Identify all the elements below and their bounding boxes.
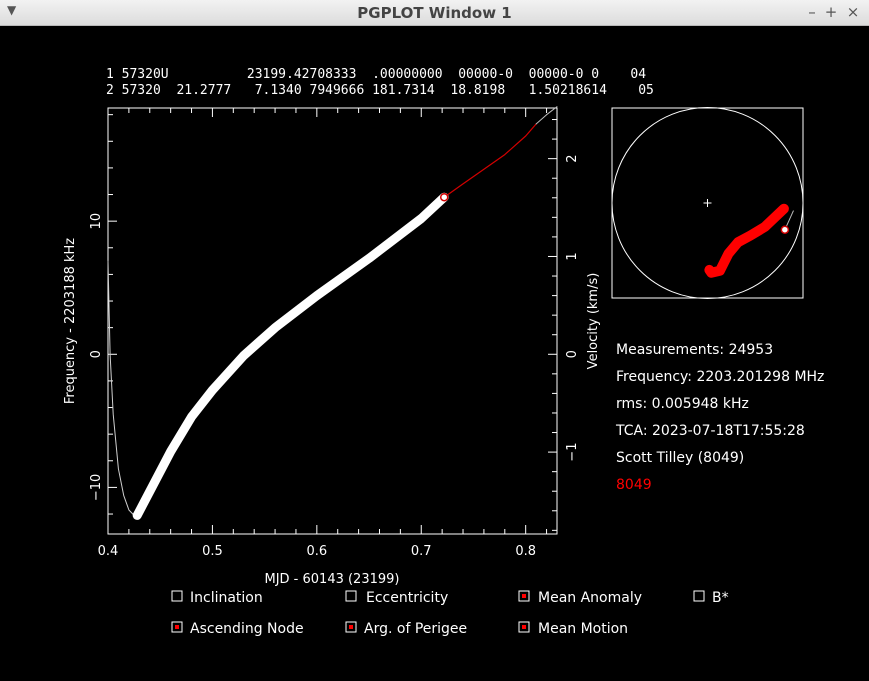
maximize-icon[interactable]: + [824,3,838,21]
y-axis-label: Frequency - 2203188 kHz [63,238,78,404]
checkbox-mean-motion[interactable]: Mean Motion [518,621,628,637]
checkbox-label: Mean Anomaly [538,590,642,606]
window-title: PGPLOT Window 1 [357,4,512,22]
x-tick-label: 0.4 [98,544,119,559]
checkbox-box[interactable] [171,621,183,633]
series-model-extension [443,123,537,198]
x-tick-label: 0.5 [202,544,223,559]
checkbox-mean-anomaly[interactable]: Mean Anomaly [518,590,642,606]
checkbox-label: Ascending Node [190,621,304,637]
checkbox-eccentricity[interactable]: Eccentricity [345,590,448,606]
series-measurements [132,192,449,520]
checkbox-ascending-node[interactable]: Ascending Node [171,621,304,637]
groundtrack-path [704,203,789,278]
series-model-curve [107,260,138,518]
y2-tick-label: −1 [565,443,580,462]
tle-line-2: 2 57320 21.2777 7.1340 7949666 181.7314 … [106,83,654,98]
plot-svg: 1 57320U 23199.42708333 .00000000 00000-… [63,67,824,637]
checkbox-label: Mean Motion [538,621,628,637]
y-tick-label: 0 [89,350,104,358]
checkbox-bstar[interactable]: B* [693,590,729,606]
y2-tick-label: 0 [565,350,580,358]
tle-line-1: 1 57320U 23199.42708333 .00000000 00000-… [106,67,646,82]
checkbox-mark [175,625,179,629]
current-point-marker [439,192,449,202]
info-frequency: Frequency: 2203.201298 MHz [616,369,824,385]
checkbox-box[interactable] [345,621,357,633]
checkbox-box[interactable] [693,590,705,602]
plot-canvas: 1 57320U 23199.42708333 .00000000 00000-… [0,26,869,681]
checkbox-box[interactable] [518,621,530,633]
y-tick-label: 10 [89,213,104,230]
groundtrack-panel [611,107,804,299]
info-measurements: Measurements: 24953 [616,342,773,358]
y-tick-label: −10 [89,474,104,501]
checkbox-mark [522,594,526,598]
minimize-icon[interactable]: – [808,3,816,21]
x-tick-label: 0.7 [411,544,432,559]
info-observer: Scott Tilley (8049) [616,450,744,466]
y2-tick-label: 2 [565,155,580,163]
close-icon[interactable]: × [846,3,860,21]
horizon-circle [611,107,804,299]
checkbox-label: B* [712,590,729,606]
x-axis-label: MJD - 60143 (23199) [264,572,399,587]
checkbox-arg-of-perigee[interactable]: Arg. of Perigee [345,621,467,637]
plot-frame [107,107,558,535]
checkbox-mark [522,625,526,629]
checkbox-box[interactable] [345,590,357,602]
y2-tick-label: 1 [565,252,580,260]
checkbox-label: Eccentricity [366,590,448,606]
checkbox-label: Inclination [190,590,263,606]
checkbox-label: Arg. of Perigee [364,621,467,637]
data-series [107,106,558,520]
window-menu-icon[interactable]: ▼ [7,3,17,17]
x-tick-label: 0.8 [515,544,536,559]
groundtrack-marker [780,225,790,234]
info-rms: rms: 0.005948 kHz [616,396,749,412]
info-tca: TCA: 2023-07-18T17:55:28 [615,423,805,439]
x-tick-label: 0.6 [306,544,327,559]
checkbox-box[interactable] [518,590,530,602]
info-site: 8049 [616,477,652,493]
checkbox-inclination[interactable]: Inclination [171,590,263,606]
series-model-extension-end [535,106,558,125]
checkbox-box[interactable] [171,590,183,602]
y2-axis-label: Velocity (km/s) [586,273,601,370]
checkbox-mark [349,625,353,629]
axis-ticks [107,108,557,534]
titlebar: ▼ PGPLOT Window 1 – + × [0,0,869,26]
